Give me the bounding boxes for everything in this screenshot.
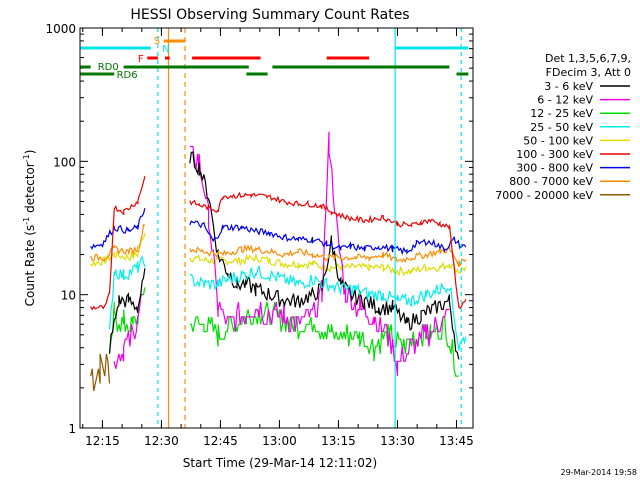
y-axis-label: Count Rate (s-1 detector-1) — [22, 150, 37, 307]
n-flag-label: N — [162, 44, 169, 55]
x-tick-label: 12:30 — [144, 434, 179, 448]
legend-label: 7000 - 20000 keV — [495, 189, 593, 202]
y-tick-label: 10 — [61, 289, 76, 303]
legend-header-2: FDecim 3, Att 0 — [546, 66, 631, 79]
x-tick-label: 13:00 — [262, 434, 297, 448]
y-tick-label: 1000 — [45, 22, 76, 36]
f-flag-label: F — [138, 54, 144, 65]
plot-area — [90, 131, 467, 392]
legend-label: 3 - 6 keV — [544, 80, 593, 93]
legend-header-1: Det 1,3,5,6,7,9, — [545, 52, 631, 65]
x-tick-label: 12:45 — [203, 434, 238, 448]
legend-label: 25 - 50 keV — [530, 121, 593, 134]
legend-label: 800 - 7000 keV — [509, 175, 593, 188]
rd6-flag-label: RD6 — [117, 70, 138, 81]
legend-label: 300 - 800 keV — [516, 162, 593, 175]
x-axis-label: Start Time (29-Mar-14 12:11:02) — [183, 456, 377, 470]
legend-label: 6 - 12 keV — [537, 94, 593, 107]
x-tick-label: 13:30 — [380, 434, 415, 448]
series-line-50-100-kev — [90, 233, 467, 277]
series-line-6-12-kev — [113, 131, 450, 377]
plot-frame — [79, 27, 474, 429]
chart-title: HESSI Observing Summary Count Rates — [130, 7, 409, 23]
axis-ticks: 1 10 100 1000 12:15 12:30 12:45 13:00 13:15 13:30… — [45, 22, 473, 448]
x-tick-label: 12:15 — [85, 434, 120, 448]
legend: Det 1,3,5,6,7,9, FDecim 3, Att 0 3 - 6 k… — [495, 52, 631, 202]
series-line-25-50-kev — [108, 255, 467, 351]
rd0-flag-label: RD0 — [98, 62, 119, 73]
s-flag-label: S — [154, 36, 160, 47]
series-line-300-800-kev — [90, 208, 467, 256]
legend-label: 12 - 25 keV — [530, 107, 593, 120]
legend-label: 50 - 100 keV — [523, 134, 593, 147]
series-line-3-6-kev — [108, 151, 460, 360]
footer-date: 29-Mar-2014 19:58 — [561, 468, 638, 477]
y-tick-label: 1 — [68, 422, 76, 436]
y-tick-label: 100 — [53, 155, 76, 169]
x-tick-label: 13:15 — [321, 434, 356, 448]
legend-label: 100 - 300 keV — [516, 148, 593, 161]
series-line-800-7000-kev — [90, 223, 467, 268]
x-tick-label: 13:45 — [439, 434, 474, 448]
series-line-7000-20000-kev — [90, 353, 111, 392]
series-line-100-300-kev — [90, 175, 467, 311]
